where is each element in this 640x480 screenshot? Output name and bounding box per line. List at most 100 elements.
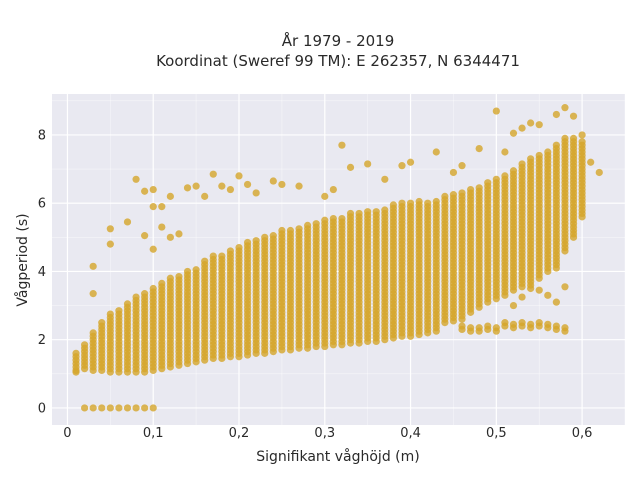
data-point bbox=[406, 199, 415, 207]
data-point bbox=[561, 134, 569, 142]
data-point bbox=[346, 209, 355, 218]
y-tick-label: 8 bbox=[38, 128, 46, 143]
data-point bbox=[106, 240, 114, 248]
data-point bbox=[372, 208, 380, 216]
data-point bbox=[218, 182, 226, 190]
y-tick-label: 4 bbox=[38, 265, 46, 280]
data-point bbox=[243, 238, 252, 247]
data-point bbox=[527, 324, 535, 332]
data-point bbox=[158, 279, 166, 287]
x-tick-label: 0,3 bbox=[314, 426, 335, 441]
x-axis-title: Signifikant våghöjd (m) bbox=[256, 448, 419, 465]
data-point bbox=[218, 252, 226, 260]
data-point bbox=[201, 192, 209, 200]
data-point bbox=[569, 134, 578, 142]
data-point bbox=[192, 182, 200, 190]
data-point bbox=[552, 298, 560, 306]
data-point bbox=[235, 243, 243, 252]
data-point bbox=[106, 404, 114, 412]
data-point bbox=[123, 404, 132, 412]
data-point bbox=[518, 293, 526, 301]
data-point bbox=[252, 189, 260, 197]
data-point bbox=[115, 307, 123, 315]
data-point bbox=[518, 322, 526, 330]
data-point bbox=[484, 325, 492, 334]
data-point bbox=[569, 112, 578, 120]
data-point bbox=[338, 214, 346, 223]
data-point bbox=[89, 262, 97, 270]
data-point bbox=[398, 199, 406, 207]
data-point bbox=[175, 230, 183, 238]
data-point bbox=[132, 293, 140, 301]
data-point bbox=[312, 220, 320, 228]
data-point bbox=[544, 324, 552, 332]
data-point bbox=[286, 226, 295, 235]
data-point bbox=[72, 349, 80, 357]
data-point bbox=[209, 170, 217, 178]
data-point bbox=[183, 267, 192, 276]
data-point bbox=[484, 179, 492, 187]
data-point bbox=[561, 104, 569, 112]
data-point bbox=[346, 163, 355, 171]
data-point bbox=[106, 310, 114, 318]
data-point bbox=[467, 327, 475, 335]
y-tick-label: 6 bbox=[38, 197, 46, 212]
data-point bbox=[398, 162, 406, 170]
x-tick-label: 0 bbox=[63, 426, 71, 441]
data-point bbox=[192, 266, 200, 274]
data-point bbox=[321, 192, 329, 200]
data-point bbox=[561, 283, 569, 291]
data-point bbox=[364, 208, 372, 216]
data-point bbox=[535, 151, 543, 160]
data-point bbox=[381, 175, 389, 183]
data-point bbox=[475, 184, 483, 192]
x-tick-label: 0,4 bbox=[400, 426, 421, 441]
data-point bbox=[132, 404, 140, 412]
data-point bbox=[149, 245, 157, 253]
data-point bbox=[535, 322, 543, 330]
data-point bbox=[175, 272, 183, 281]
data-point bbox=[501, 172, 509, 180]
data-point bbox=[278, 180, 286, 189]
data-point bbox=[578, 138, 586, 146]
data-point bbox=[449, 168, 458, 177]
data-point bbox=[492, 175, 500, 183]
data-point bbox=[364, 160, 372, 168]
chart-subtitle: Koordinat (Sweref 99 TM): E 262357, N 63… bbox=[156, 52, 520, 70]
data-point bbox=[406, 158, 415, 166]
data-point bbox=[475, 327, 483, 335]
y-tick-labels: 0 2 4 6 8 bbox=[38, 128, 46, 416]
data-point bbox=[449, 191, 458, 199]
data-point bbox=[587, 158, 595, 166]
data-point bbox=[467, 185, 475, 194]
data-point bbox=[552, 141, 560, 149]
data-point bbox=[475, 145, 483, 153]
data-point bbox=[527, 284, 535, 293]
x-tick-label: 0,2 bbox=[229, 426, 250, 441]
data-point bbox=[509, 129, 518, 137]
data-point bbox=[226, 247, 235, 255]
data-point bbox=[81, 404, 89, 412]
data-point bbox=[509, 301, 518, 310]
data-point bbox=[158, 203, 166, 211]
data-point bbox=[141, 290, 149, 298]
data-point bbox=[89, 329, 97, 337]
data-point bbox=[329, 214, 337, 223]
data-point bbox=[166, 192, 174, 200]
data-point bbox=[201, 257, 209, 265]
data-point bbox=[389, 201, 397, 209]
data-point bbox=[243, 180, 252, 189]
data-point bbox=[132, 175, 140, 183]
data-point bbox=[106, 225, 114, 233]
x-tick-label: 0,5 bbox=[486, 426, 507, 441]
y-tick-label: 2 bbox=[38, 333, 46, 348]
data-point bbox=[149, 185, 157, 194]
data-point bbox=[166, 233, 174, 241]
data-point bbox=[492, 327, 500, 335]
data-point bbox=[304, 221, 312, 229]
data-point bbox=[209, 252, 217, 260]
data-point bbox=[501, 148, 509, 156]
data-point bbox=[424, 199, 432, 207]
data-point bbox=[492, 107, 500, 115]
data-point bbox=[441, 192, 449, 200]
